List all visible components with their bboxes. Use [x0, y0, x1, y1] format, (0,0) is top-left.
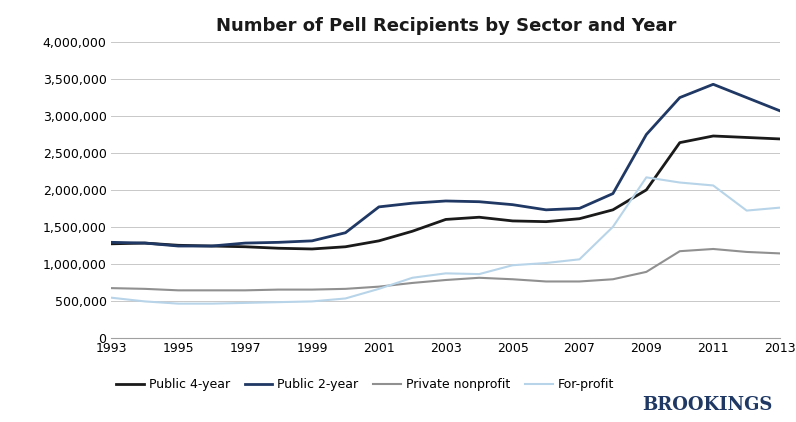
Title: Number of Pell Recipients by Sector and Year: Number of Pell Recipients by Sector and … — [216, 17, 676, 35]
Text: BROOKINGS: BROOKINGS — [642, 395, 772, 414]
Legend: Public 4-year, Public 2-year, Private nonprofit, For-profit: Public 4-year, Public 2-year, Private no… — [111, 373, 618, 396]
